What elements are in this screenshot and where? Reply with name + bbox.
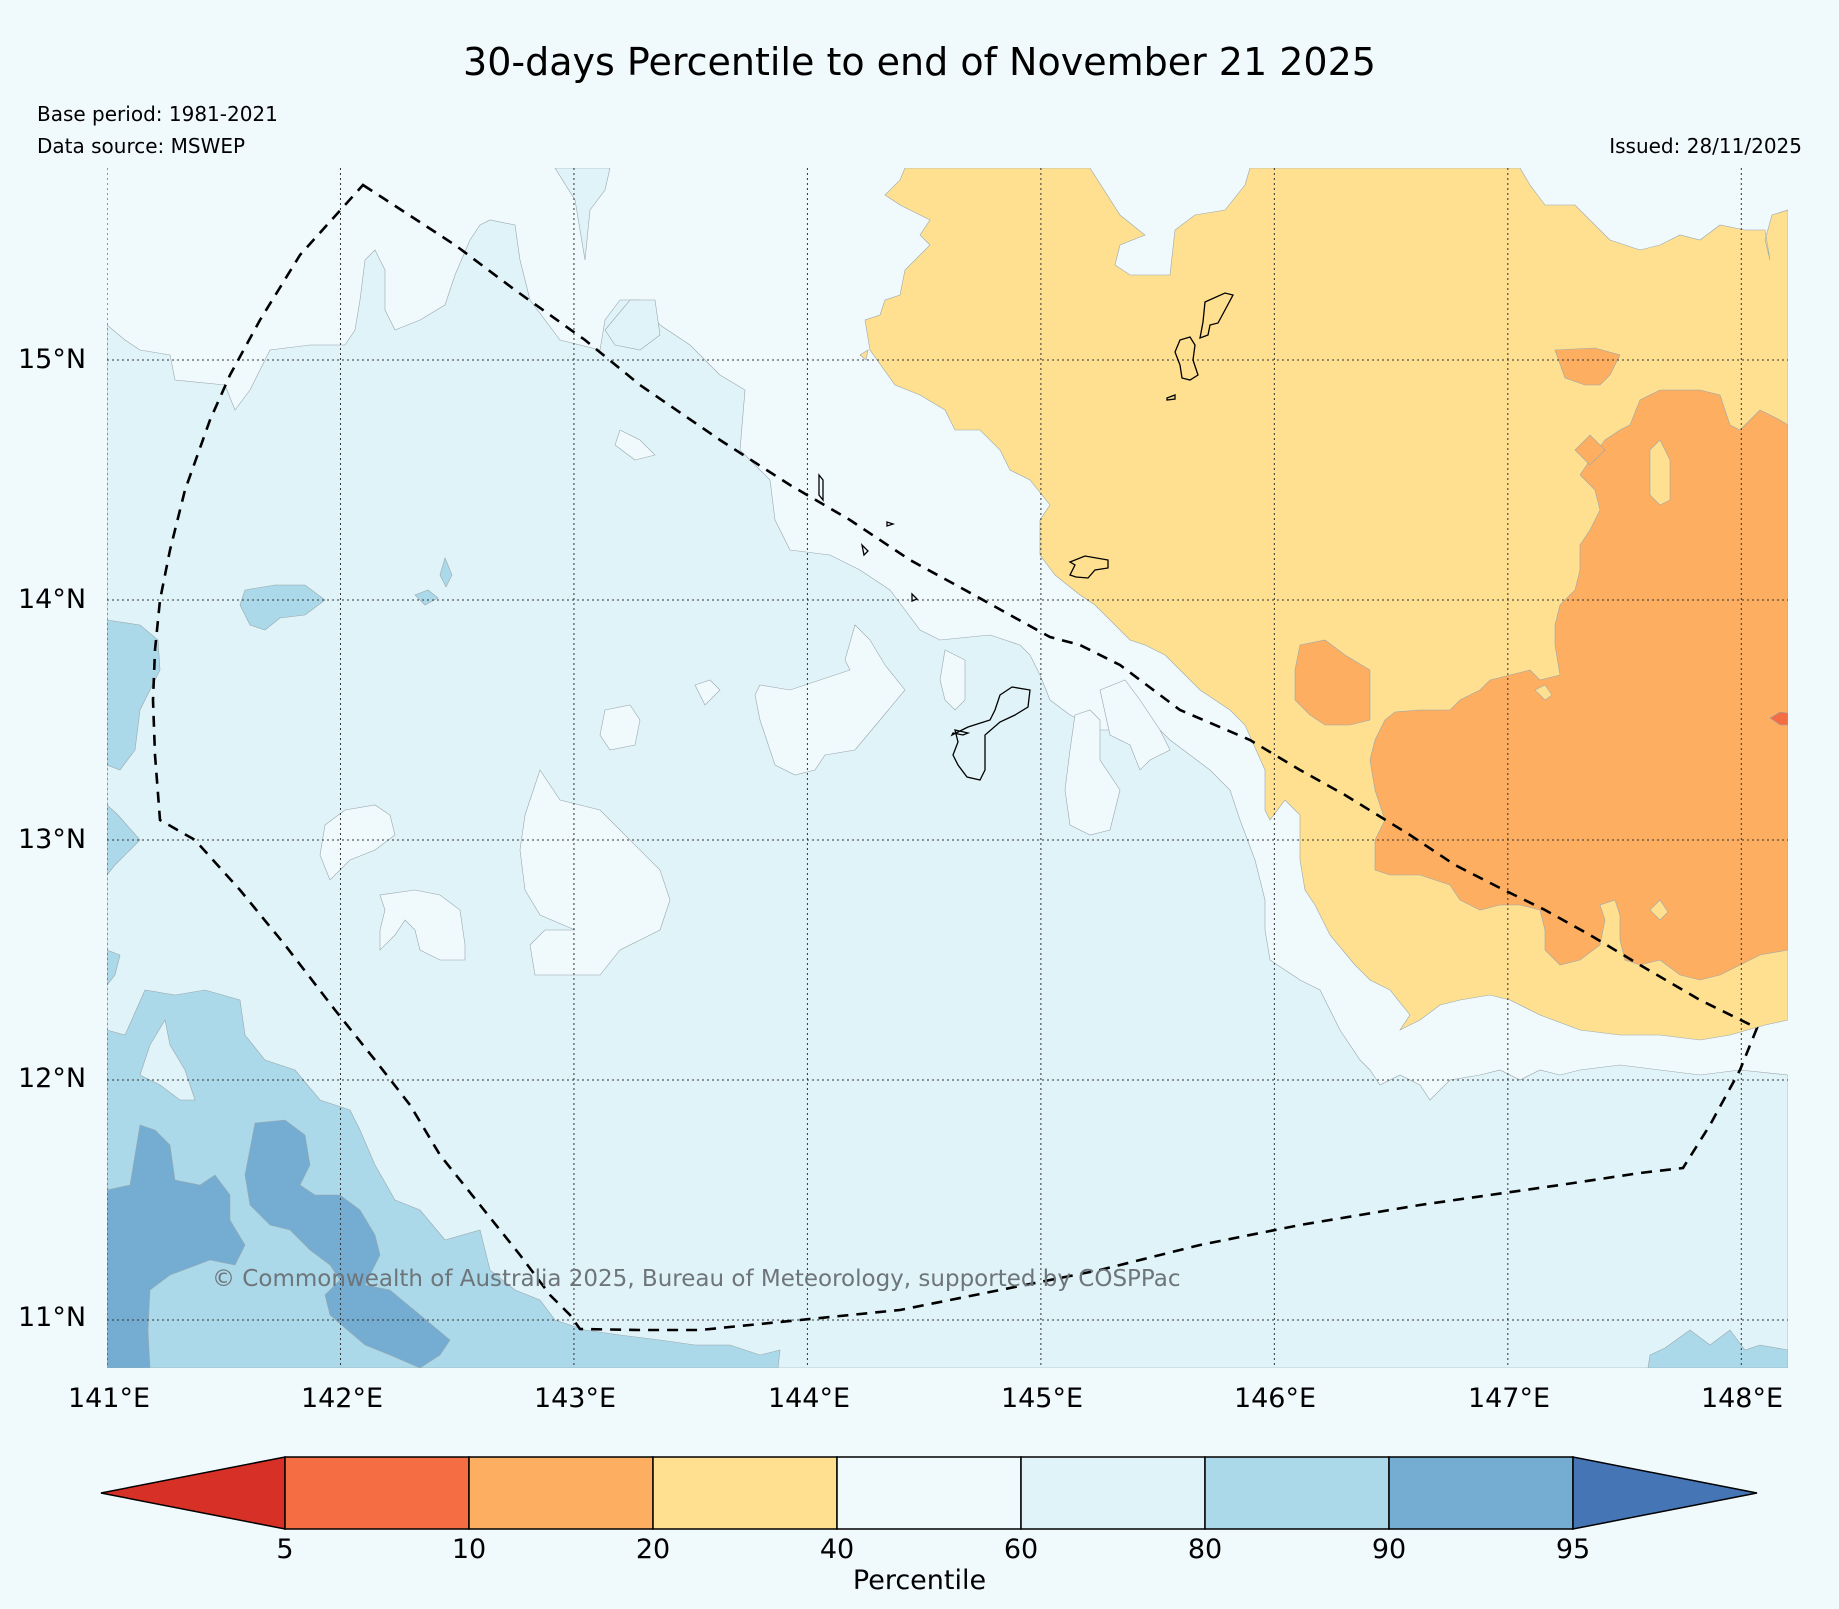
region-above-80-patch-2 <box>414 589 439 606</box>
region-above-80-patch-1 <box>239 584 326 631</box>
region-below-20-patch-3 <box>1574 434 1606 466</box>
colorbar-extend-high <box>1572 1456 1758 1530</box>
lon-label-142: 142°E <box>300 1383 384 1414</box>
lat-label-13: 13°N <box>18 824 87 855</box>
colorbar-swatch-2 <box>652 1456 838 1530</box>
lat-label-15: 15°N <box>18 344 87 375</box>
colorbar-tick-10: 10 <box>451 1534 487 1565</box>
region-below-10 <box>1769 711 1788 726</box>
region-above-80-se <box>1647 1329 1788 1368</box>
aguijan-island <box>1166 394 1176 401</box>
colorbar <box>100 1456 1758 1530</box>
colorbar-swatch-0 <box>284 1456 470 1530</box>
region-above-80-patch-3 <box>439 557 453 588</box>
region-above-60-patch <box>604 299 661 351</box>
lon-label-144: 144°E <box>767 1383 851 1414</box>
region-above-60 <box>107 219 1788 1368</box>
base-period-label: Base period: 1981-2021 <box>37 102 278 126</box>
colorbar-tick-90: 90 <box>1371 1534 1407 1565</box>
region-above-90-mid <box>244 1119 451 1368</box>
region-normal-patch-1 <box>519 769 671 976</box>
colorbar-swatch-1 <box>468 1456 654 1530</box>
region-below-40-hole-2 <box>1534 684 1553 701</box>
colorbar-tick-40: 40 <box>819 1534 855 1565</box>
region-normal-patch-2 <box>754 624 906 776</box>
region-normal-patch-7 <box>1064 709 1121 836</box>
region-normal-patch-3 <box>379 889 466 961</box>
region-above-80-west <box>107 619 161 771</box>
colorbar-tick-60: 60 <box>1003 1534 1039 1565</box>
region-below-40-dot <box>859 349 869 361</box>
tinian-island <box>1174 336 1199 381</box>
region-normal-patch-6 <box>939 649 966 711</box>
lat-label-11: 11°N <box>18 1302 87 1333</box>
lon-label-141: 141°E <box>67 1383 151 1414</box>
data-source-label: Data source: MSWEP <box>37 134 246 158</box>
region-below-20-east <box>1369 389 1788 981</box>
region-below-40-hole-1 <box>1649 439 1671 506</box>
colorbar-tick-20: 20 <box>635 1534 671 1565</box>
region-normal-patch-5 <box>599 704 641 751</box>
lat-label-12: 12°N <box>18 1063 87 1094</box>
map-area <box>107 168 1788 1368</box>
lon-label-143: 143°E <box>533 1383 617 1414</box>
region-above-90-sw <box>107 1124 246 1368</box>
region-normal-patch-9 <box>614 429 656 461</box>
lon-label-148: 148°E <box>1700 1383 1784 1414</box>
guam-island <box>950 686 1031 781</box>
region-normal-patch-8 <box>1099 679 1171 771</box>
region-below-20-patch-1 <box>1554 347 1621 386</box>
colorbar-tick-80: 80 <box>1187 1534 1223 1565</box>
region-above-80-sw <box>107 989 781 1368</box>
region-normal-patch-4 <box>319 804 396 881</box>
small-islets <box>818 473 919 602</box>
lon-label-146: 146°E <box>1233 1383 1317 1414</box>
map-title: 30-days Percentile to end of November 21… <box>463 40 1376 84</box>
copyright-notice: © Commonwealth of Australia 2025, Bureau… <box>212 1266 1181 1292</box>
coastlines <box>818 292 1234 781</box>
saipan-island <box>1199 292 1234 340</box>
eez-boundary <box>151 183 1759 1332</box>
region-normal-patch-10 <box>694 679 721 706</box>
colorbar-swatch-3 <box>836 1456 1022 1530</box>
colorbar-swatch-6 <box>1388 1456 1574 1530</box>
lon-label-145: 145°E <box>1000 1383 1084 1414</box>
lat-label-14: 14°N <box>18 584 87 615</box>
rota-island <box>1068 555 1109 579</box>
region-below-20-patch-2 <box>1294 639 1371 726</box>
colorbar-tick-95: 95 <box>1555 1534 1591 1565</box>
graticule <box>107 168 1788 1368</box>
region-below-40-hole-3 <box>1649 899 1669 921</box>
colorbar-extend-low <box>100 1456 286 1530</box>
lon-label-147: 147°E <box>1467 1383 1551 1414</box>
region-above-60-north <box>554 168 611 261</box>
issued-date-label: Issued: 28/11/2025 <box>1609 134 1802 158</box>
colorbar-title: Percentile <box>852 1565 987 1596</box>
region-above-80-west-3 <box>107 949 121 986</box>
colorbar-swatch-4 <box>1020 1456 1206 1530</box>
colorbar-tick-5: 5 <box>276 1534 294 1565</box>
colorbar-swatch-5 <box>1204 1456 1390 1530</box>
